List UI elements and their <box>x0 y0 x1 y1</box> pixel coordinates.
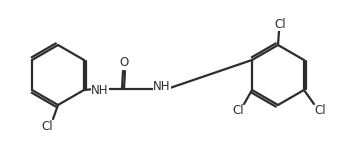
Text: Cl: Cl <box>41 119 53 132</box>
Text: NH: NH <box>91 84 109 96</box>
Text: NH: NH <box>153 79 171 93</box>
Text: O: O <box>120 56 129 69</box>
Text: Cl: Cl <box>232 104 244 117</box>
Text: Cl: Cl <box>274 18 286 31</box>
Text: Cl: Cl <box>314 104 326 117</box>
